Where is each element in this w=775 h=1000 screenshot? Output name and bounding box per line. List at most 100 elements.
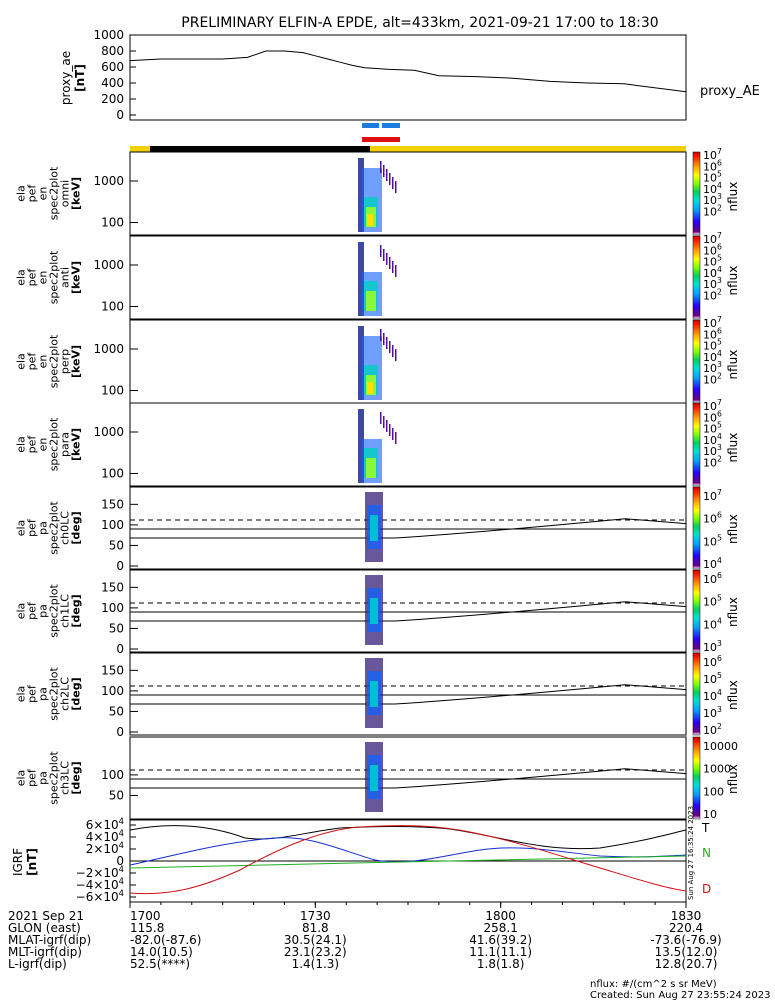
colorbar-tick-label: 105	[703, 170, 722, 185]
energy-panel-ylabel: elapefenspec2plotomni[keV]	[15, 166, 83, 220]
ae-series-line	[129, 50, 687, 93]
colorbar-tick-label: 102	[703, 371, 722, 386]
pa-tick-label: 50	[109, 788, 124, 802]
igrf-N-line	[129, 837, 687, 866]
footer-value: 1.8(1.8)	[477, 957, 525, 971]
colorbar-label: nflux	[726, 182, 740, 212]
colorbar-label: nflux	[726, 764, 740, 794]
energy-tick-label: 100	[101, 467, 124, 481]
ae-ytick-label: 0	[116, 108, 124, 122]
colorbar-tick-label: 104	[703, 432, 722, 447]
pa-tick-label: 0	[116, 559, 124, 573]
footer-note: nflux: #/(cm^2 s sr MeV)	[590, 979, 717, 990]
footer-value: 258.1	[483, 921, 517, 935]
colorbar-label: nflux	[726, 433, 740, 463]
colorbar-tick-label: 104	[703, 181, 722, 196]
igrf-ytick-label: −2×104	[76, 864, 124, 880]
igrf-legend-D: D	[702, 882, 711, 896]
energy-tick-label: 1000	[93, 342, 124, 356]
colorbar-tick-label: 104	[703, 616, 722, 631]
pitch-angle-panel: 150 100 50 0 106 105 104 103 nflux elapefpaspec2p…	[15, 569, 740, 656]
colorbar	[692, 652, 701, 736]
colorbar-tick-label: 107	[703, 147, 722, 162]
energy-panel-ylabel: elapefenspec2plotanti[keV]	[15, 250, 83, 304]
colorbar-label: nflux	[726, 514, 740, 544]
pa-panel-ylabel: elapefpaspec2plotch0LC[deg]	[15, 501, 83, 555]
pa-tick-label: 50	[109, 621, 124, 635]
igrf-legend-N: N	[702, 846, 711, 860]
pa-tick-label: 0	[116, 725, 124, 739]
colorbar	[692, 736, 701, 820]
colorbar-tick-label: 106	[703, 326, 722, 341]
colorbar-tick-label: 105	[703, 421, 722, 436]
colorbar-tick-label: 10000	[703, 740, 738, 753]
colorbar-tick-label: 102	[703, 287, 722, 302]
pa-panel-ylabel: elapefpaspec2plotch1LC[deg]	[15, 584, 83, 638]
pitch-angle-panel: 150 100 50 0 107 106 105 104 nflux elapefpaspec2p…	[15, 486, 740, 573]
energy-tick-label: 100	[101, 384, 124, 398]
colorbar-tick-label: 103	[703, 639, 722, 654]
footer-row-label: 2021 Sep 21	[8, 909, 84, 923]
footer-value: 52.5(****)	[130, 957, 190, 971]
colorbar-tick-label: 106	[703, 242, 722, 257]
energy-tick-label: 1000	[93, 425, 124, 439]
footer-value: 1800	[485, 909, 516, 923]
colorbar-tick-label: 103	[703, 276, 722, 291]
footer-value: 14.0(10.5)	[130, 945, 193, 959]
pa-tick-label: 100	[101, 684, 124, 698]
ae-ylabel: proxy_ae[nT]	[59, 51, 87, 105]
pa-tick-label: 50	[109, 538, 124, 552]
figure-title: PRELIMINARY ELFIN-A EPDE, alt=433km, 202…	[181, 15, 658, 31]
colorbar-tick-label: 100	[703, 785, 724, 798]
igrf-ytick-label: 4×104	[86, 828, 124, 844]
colorbar-tick-label: 105	[703, 594, 722, 609]
pa-tick-label: 100	[101, 768, 124, 782]
footer-value: 1730	[300, 909, 331, 923]
footer-value: 220.4	[669, 921, 703, 935]
energy-tick-label: 1000	[93, 174, 124, 188]
igrf-green-line	[129, 855, 687, 869]
energy-panel-ylabel: elapefenspec2plotpara[keV]	[15, 417, 83, 471]
colorbar-tick-label: 103	[703, 192, 722, 207]
colorbar-label: nflux	[726, 350, 740, 380]
footer-value: -82.0(-87.6)	[130, 933, 201, 947]
colorbar-tick-label: 103	[703, 443, 722, 458]
pa-tick-label: 50	[109, 704, 124, 718]
colorbar-tick-label: 104	[703, 556, 722, 571]
side-stamp: Sun Aug 27 16:35:24 2023	[687, 806, 695, 900]
igrf-legend-T: T	[701, 821, 710, 835]
colorbar-tick-label: 105	[703, 254, 722, 269]
pa-panel-ylabel: elapefpaspec2plotch2LC[deg]	[15, 667, 83, 721]
pa-panel-ylabel: elapefpaspec2plotch3LC[deg]	[15, 751, 83, 805]
colorbar	[692, 486, 701, 570]
colorbar-label: nflux	[726, 266, 740, 296]
colorbar-tick-label: 104	[703, 688, 722, 703]
igrf-T-line	[129, 825, 687, 850]
igrf-ytick-label: 2×104	[86, 840, 124, 856]
colorbar	[692, 569, 701, 653]
colorbar-tick-label: 106	[703, 654, 722, 669]
footer-value: 11.1(11.1)	[469, 945, 532, 959]
footer-value: 23.1(23.2)	[284, 945, 347, 959]
colorbar-tick-label: 107	[703, 315, 722, 330]
colorbar-tick-label: 105	[703, 338, 722, 353]
pitch-angle-panel: 100 50 10000 1000 100 10 nflux elapefpaspec2plo…	[15, 736, 740, 821]
colorbar-tick-label: 106	[703, 511, 722, 526]
footer-value: 1700	[130, 909, 161, 923]
ae-ytick-label: 200	[101, 92, 124, 106]
pa-tick-label: 150	[101, 497, 124, 511]
colorbar-tick-label: 1000	[703, 763, 731, 776]
ae-ytick-label: 400	[101, 76, 124, 90]
ae-legend: proxy_AE	[700, 84, 760, 99]
colorbar-tick-label: 107	[703, 231, 722, 246]
igrf-ytick-label: −6×104	[76, 888, 124, 904]
colorbar-tick-label: 106	[703, 571, 722, 586]
created-stamp: Created: Sun Aug 27 23:55:24 2023	[590, 990, 770, 1000]
pa-tick-label: 100	[101, 601, 124, 615]
colorbar-tick-label: 102	[703, 203, 722, 218]
pitch-angle-panel: 150 100 50 0 106 105 104 103 102 nflux elapefpaspe…	[15, 652, 740, 739]
